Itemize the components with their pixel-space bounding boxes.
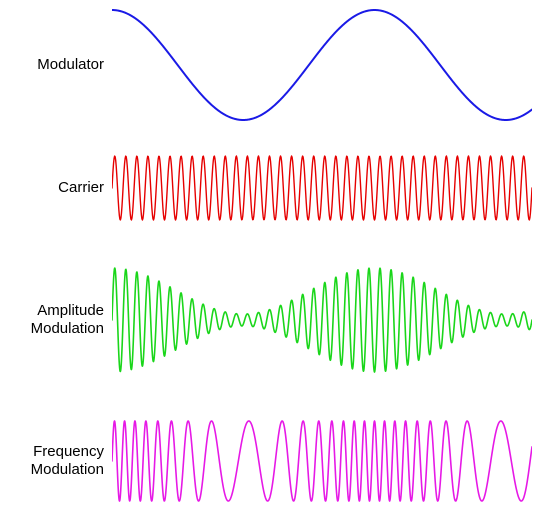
row-fm: FrequencyModulation — [0, 416, 551, 506]
wave-fm — [112, 416, 532, 506]
wave-carrier — [112, 148, 532, 228]
row-am: AmplitudeModulation — [0, 260, 551, 380]
label-modulator: Modulator — [0, 56, 112, 74]
wave-am — [112, 260, 532, 380]
label-am: AmplitudeModulation — [0, 302, 112, 338]
row-carrier: Carrier — [0, 148, 551, 228]
row-modulator: Modulator — [0, 0, 551, 130]
label-fm: FrequencyModulation — [0, 443, 112, 479]
label-carrier: Carrier — [0, 179, 112, 197]
wave-modulator — [112, 0, 532, 130]
